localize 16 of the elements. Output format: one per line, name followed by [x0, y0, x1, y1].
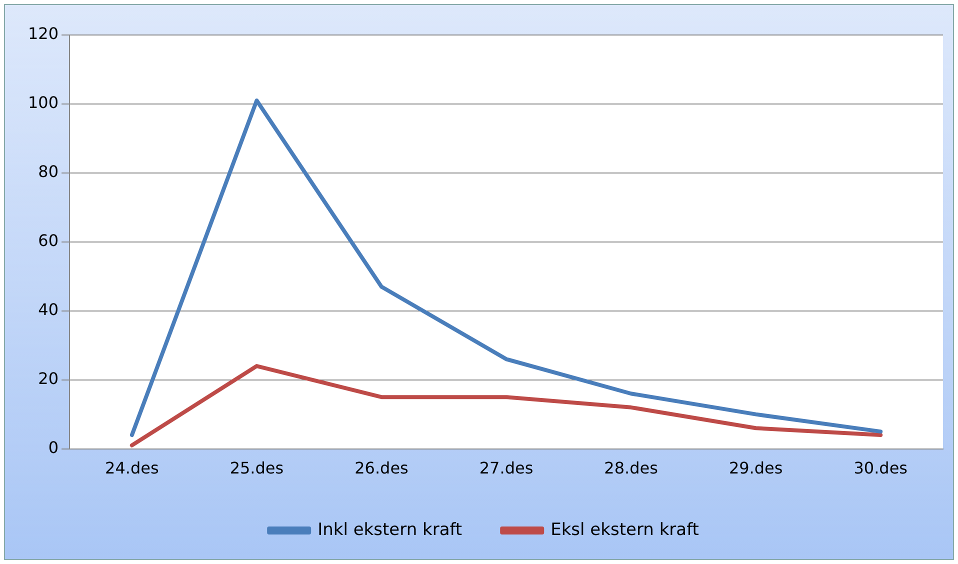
x-tick-label: 28.des: [604, 458, 658, 478]
y-tick-label: 120: [28, 24, 59, 44]
legend-label: Inkl ekstern kraft: [318, 520, 462, 540]
x-tick-label: 25.des: [230, 458, 284, 478]
x-tick-label: 29.des: [728, 458, 783, 478]
x-tick-label: 24.des: [105, 458, 159, 478]
y-tick-label: 20: [38, 368, 59, 388]
y-tick-label: 0: [48, 438, 59, 457]
y-tick-label: 100: [28, 93, 59, 112]
legend-label: Eksl ekstern kraft: [550, 520, 700, 540]
x-tick-label: 26.des: [354, 458, 408, 478]
y-tick-label: 60: [38, 231, 59, 250]
y-tick-label: 40: [38, 300, 59, 320]
x-tick-label: 30.des: [854, 458, 908, 478]
y-tick-label: 80: [38, 162, 59, 182]
x-tick-label: 27.des: [479, 458, 534, 478]
